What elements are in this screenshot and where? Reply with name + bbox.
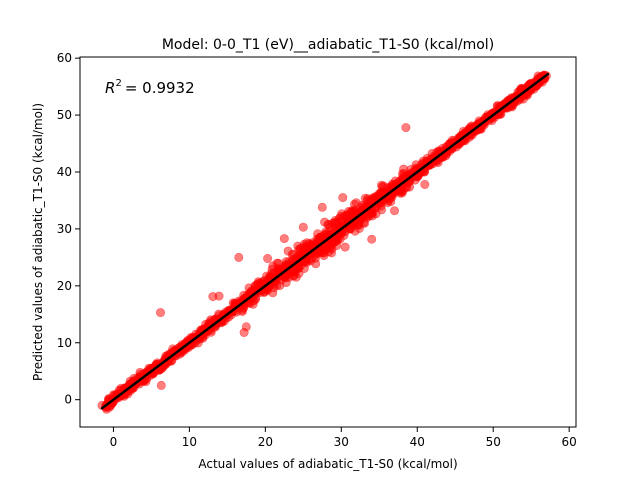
data-point — [317, 202, 327, 212]
x-axis: 0 10 20 30 40 50 60 — [110, 427, 577, 449]
data-point — [298, 222, 308, 232]
x-tick-label: 40 — [410, 435, 425, 449]
data-point — [399, 164, 409, 174]
data-point — [263, 254, 273, 264]
x-tick-label: 60 — [562, 435, 577, 449]
data-point — [338, 193, 348, 203]
x-tick-label: 50 — [486, 435, 501, 449]
data-point — [275, 281, 285, 291]
chart-title: Model: 0-0_T1 (eV)__adiabatic_T1-S0 (kca… — [162, 37, 494, 53]
y-tick-label: 20 — [57, 279, 72, 293]
data-point — [156, 380, 166, 390]
fit-line — [100, 72, 550, 410]
r2-label: R — [105, 79, 115, 97]
r2-annotation: R2 = 0.9932 — [105, 78, 195, 97]
x-tick-label: 20 — [258, 435, 273, 449]
data-point — [299, 263, 309, 273]
r2-superscript: 2 — [115, 78, 121, 89]
data-point — [401, 123, 411, 133]
y-tick-label: 30 — [57, 222, 72, 236]
data-point — [214, 291, 224, 301]
x-axis-label: Actual values of adiabatic_T1-S0 (kcal/m… — [198, 457, 457, 471]
data-point — [320, 217, 330, 227]
data-point — [251, 294, 261, 304]
data-point — [283, 246, 293, 256]
data-point — [268, 261, 278, 271]
data-point — [340, 242, 350, 252]
data-point — [241, 322, 251, 332]
data-point — [402, 183, 412, 193]
x-tick-label: 30 — [334, 435, 349, 449]
y-axis-label: Predicted values of adiabatic_T1-S0 (kca… — [31, 103, 45, 381]
y-tick-label: 50 — [57, 108, 72, 122]
data-point — [234, 252, 244, 262]
data-point — [389, 206, 399, 216]
data-point — [337, 209, 347, 219]
x-tick-label: 10 — [182, 435, 197, 449]
plot-frame — [79, 56, 577, 428]
data-point — [156, 308, 166, 318]
y-axis: 0 10 20 30 40 50 60 — [57, 51, 80, 407]
r2-value: = 0.9932 — [125, 79, 195, 97]
y-tick-label: 60 — [57, 51, 72, 65]
data-point — [420, 180, 430, 190]
data-point — [367, 234, 377, 244]
y-tick-label: 0 — [64, 393, 72, 407]
x-tick-label: 0 — [110, 435, 118, 449]
y-tick-label: 10 — [57, 336, 72, 350]
data-point — [279, 234, 289, 244]
y-tick-label: 40 — [57, 165, 72, 179]
